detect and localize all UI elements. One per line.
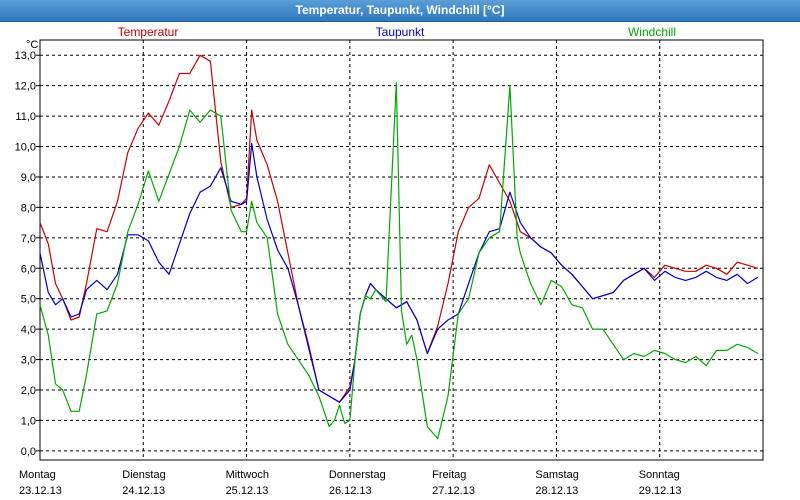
x-tick-date: 29.12.13: [639, 485, 682, 497]
x-tick-day: Mittwoch: [226, 469, 269, 481]
y-tick-label: 7,0: [21, 233, 36, 245]
x-tick-day: Donnerstag: [329, 469, 386, 481]
x-tick-date: 24.12.13: [122, 485, 165, 497]
y-tick-label: 6,0: [21, 263, 36, 275]
y-tick-label: 0,0: [21, 446, 36, 458]
x-tick-date: 28.12.13: [535, 485, 578, 497]
legend-windchill: Windchill: [628, 25, 676, 39]
y-tick-label: 11,0: [15, 111, 36, 123]
series-lines: [39, 54, 759, 440]
y-tick-label: 13,0: [15, 50, 36, 62]
y-tick-label: 1,0: [21, 415, 36, 427]
y-tick-label: 8,0: [21, 202, 36, 214]
series-line-windchill: [39, 81, 759, 440]
x-tick-date: 25.12.13: [226, 485, 269, 497]
x-tick-day: Freitag: [432, 469, 466, 481]
x-tick-day: Dienstag: [122, 469, 165, 481]
y-tick-labels: 0,0 1,0 2,0 3,0 4,0 5,0 6,0 7,0 8,0 9,0 10,0 11,0 12…: [15, 50, 36, 458]
y-tick-label: 3,0: [21, 355, 36, 367]
window-title: Temperatur, Taupunkt, Windchill [°C]: [0, 0, 800, 22]
x-tick-date: 27.12.13: [432, 485, 475, 497]
x-tick-labels: Montag 23.12.13 Dienstag 24.12.13 Mittwoch 25…: [19, 469, 682, 497]
y-tick-label: 4,0: [21, 324, 36, 336]
legend-taupunkt: Taupunkt: [376, 25, 425, 39]
y-tick-label: 5,0: [21, 294, 36, 306]
x-tick-day: Montag: [19, 469, 56, 481]
y-tick-label: 9,0: [21, 172, 36, 184]
grid-lines: [36, 40, 763, 460]
x-tick-date: 26.12.13: [329, 485, 372, 497]
x-tick-day: Sonntag: [639, 469, 680, 481]
x-tick-day: Samstag: [535, 469, 578, 481]
y-axis-unit: °C: [26, 39, 38, 51]
series-line-taupunkt: [39, 142, 759, 403]
y-tick-label: 10,0: [15, 142, 36, 154]
legend-temperatur: Temperatur: [118, 25, 179, 39]
x-tick-date: 23.12.13: [19, 485, 62, 497]
plot-frame: [39, 39, 764, 461]
y-tick-label: 12,0: [15, 81, 36, 93]
y-tick-label: 2,0: [21, 385, 36, 397]
